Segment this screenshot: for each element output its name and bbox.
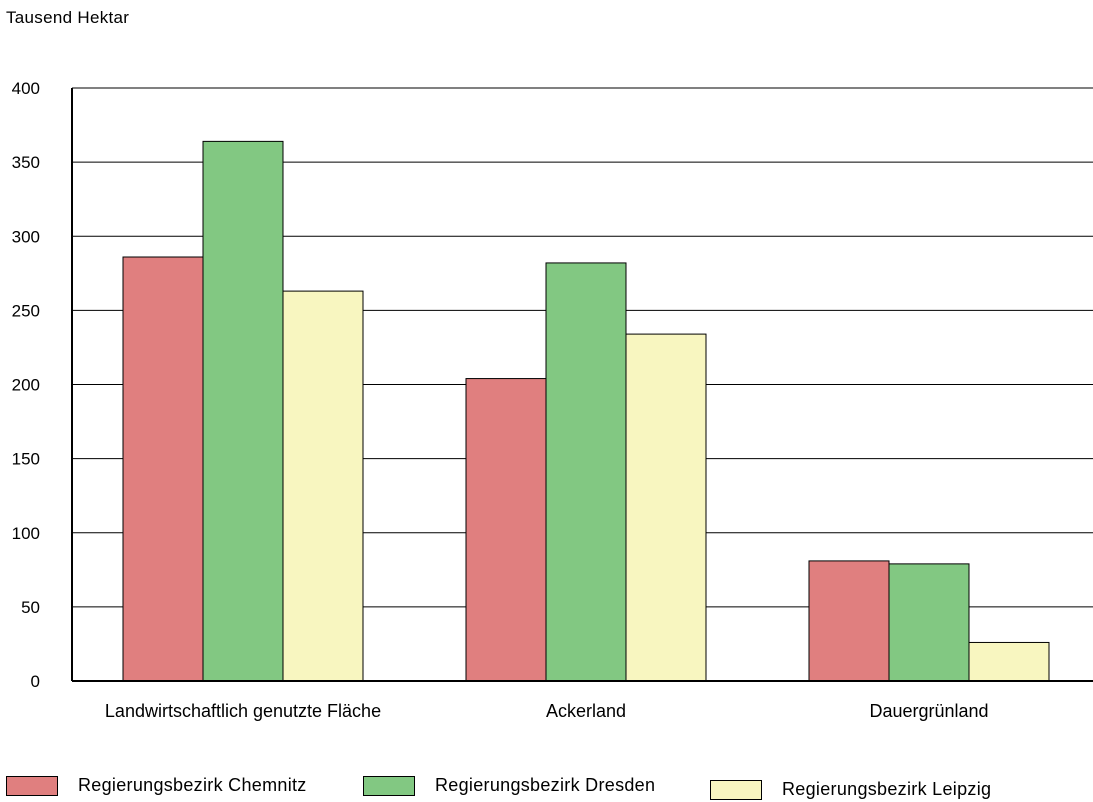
y-tick-label: 300 [12,227,40,246]
y-tick-label: 50 [21,598,40,617]
bar [808,560,890,682]
bar [888,563,970,682]
legend-label-dresden: Regierungsbezirk Dresden [435,775,656,795]
legend-swatch-leipzig [710,779,762,800]
y-tick-label: 100 [12,524,40,543]
legend: Regierungsbezirk Chemnitz Regierungsbezi… [0,775,1093,802]
bar [625,333,707,682]
y-tick-label: 250 [12,301,40,320]
y-tick-label: 0 [31,672,40,691]
bar [282,290,364,682]
x-tick-label: Landwirtschaftlich genutzte Fläche [105,701,381,721]
legend-swatch-dresden [363,775,415,796]
bar [202,140,284,682]
bar [465,378,547,682]
legend-label-chemnitz: Regierungsbezirk Chemnitz [78,775,307,795]
legend-label-leipzig: Regierungsbezirk Leipzig [782,779,992,799]
y-tick-label: 200 [12,376,40,395]
y-tick-label: 400 [12,79,40,98]
bar [545,262,627,682]
y-axis-title: Tausend Hektar [6,8,130,27]
legend-item-leipzig: Regierungsbezirk Leipzig [710,779,991,800]
legend-item-chemnitz: Regierungsbezirk Chemnitz [6,775,307,796]
bar [122,256,204,682]
bar-chart: 0 50 100 150 200 250 300 350 400 Landwirtschaftli… [12,79,1093,721]
y-tick-label: 150 [12,450,40,469]
x-tick-label: Ackerland [546,701,626,721]
legend-swatch-chemnitz [6,775,58,796]
bar [968,641,1050,682]
x-tick-label: Dauergrünland [869,701,988,721]
y-tick-label: 350 [12,153,40,172]
legend-item-dresden: Regierungsbezirk Dresden [363,775,655,796]
